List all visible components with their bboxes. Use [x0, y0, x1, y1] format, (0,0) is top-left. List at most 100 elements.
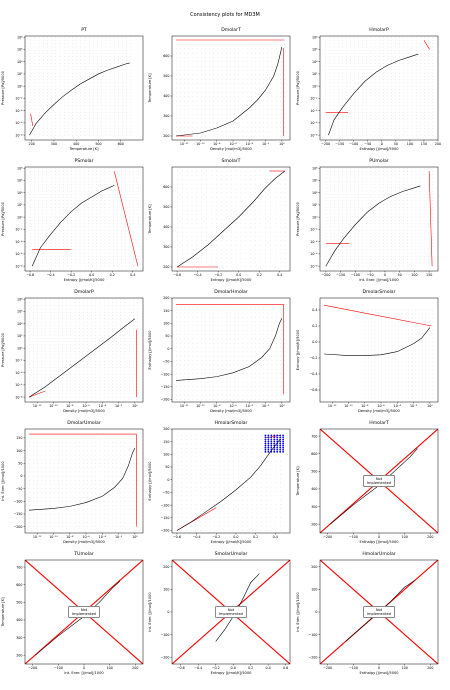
x-tick-label: −0.2: [212, 535, 220, 539]
x-tick-label: 200: [29, 142, 35, 146]
y-tick-label: −200: [308, 655, 317, 659]
saturation-curve: [31, 185, 115, 267]
y-tick-label: 10⁻⁸: [310, 264, 318, 268]
saturation-curve: [28, 318, 136, 398]
x-tick-label: −0.6: [173, 273, 181, 277]
highlight-point: [282, 440, 285, 443]
x-tick-label: 0.0: [233, 535, 238, 539]
y-tick-label: 0: [20, 474, 22, 478]
x-axis-label: Density [mol/m3]/5000: [210, 147, 252, 151]
plot-DmolarP: DmolarP Density [mol/m3]/5000 Pressure [Pa…: [1, 290, 144, 413]
y-tick-label: −100: [308, 633, 317, 637]
x-tick-label: 0: [83, 666, 85, 670]
y-axis-label: Entropy [J/mol/K]/5000: [296, 329, 300, 371]
plot-PT: PT Temperature [K] Pressure [Pa]/5000 200 30…: [1, 28, 144, 151]
y-tick-label: 500: [163, 74, 169, 78]
highlight-point: [264, 436, 267, 439]
x-tick-label: −200: [323, 535, 332, 539]
x-tick-label: 10⁻⁴: [99, 404, 107, 408]
y-tick-label: 0: [167, 347, 169, 351]
x-tick-label: 10⁻¹⁰: [49, 404, 58, 408]
x-axis-label: Enthalpy [J/mol]/5000: [359, 671, 399, 675]
x-tick-label: 0.4: [130, 273, 135, 277]
y-tick-label: 10⁸: [17, 35, 23, 39]
highlight-point: [264, 438, 267, 441]
y-tick-label: −150: [160, 385, 169, 389]
plot-canvas: −200 −150 −100 −50 0 50 100 150 200 10⁻⁸ 10⁻⁶ 10⁻⁴ 1…: [310, 35, 441, 146]
y-tick-label: 10⁻⁶: [15, 383, 23, 387]
highlight-point: [282, 446, 285, 449]
y-tick-label: 100: [311, 588, 317, 592]
x-axis-label: Int. Ener. [J/mol]/1000: [359, 278, 399, 282]
x-tick-label: 10⁻²: [410, 404, 418, 408]
x-tick-label: 10⁻¹²: [180, 142, 189, 146]
y-tick-label: 600: [163, 185, 169, 189]
highlight-point: [264, 450, 267, 453]
y-tick-label: 10⁻⁸: [310, 133, 318, 137]
x-tick-label: 0.2: [248, 666, 253, 670]
x-tick-label: 300: [51, 142, 57, 146]
x-tick-label: 150: [421, 142, 427, 146]
x-tick-label: 50: [394, 142, 398, 146]
y-axis-label: Pressure [Pa]/5000: [1, 202, 5, 236]
plot-DmolarT: DmolarT Density [mol/m3]/5000 Temperature …: [148, 28, 291, 151]
highlight-point: [279, 442, 282, 445]
state-point-grid: [30, 37, 132, 136]
plot-title: HmolarT: [369, 421, 389, 426]
x-axis-label: Enthalpy [J/mol]/5000: [359, 147, 399, 151]
x-tick-label: −100: [349, 666, 358, 670]
state-point-grid: [325, 168, 433, 267]
highlight-point: [279, 446, 282, 449]
x-tick-label: 0.0: [89, 273, 94, 277]
x-tick-label: 10⁻⁸: [66, 404, 74, 408]
y-tick-label: 10²: [17, 334, 23, 338]
x-axis-label: Density [mol/m3]/5000: [63, 409, 105, 413]
y-tick-label: −100: [160, 503, 169, 507]
y-tick-label: 10⁸: [17, 166, 23, 170]
y-tick-label: 50: [18, 461, 22, 465]
x-tick-label: 200: [435, 142, 441, 146]
plot-DmolarUmolar: DmolarUmolar Density [mol/m3]/5000 Int. En…: [1, 421, 144, 544]
plot-title: DmolarT: [221, 28, 241, 33]
highlight-point: [276, 450, 279, 453]
plot-canvas: −200 −150 −100 −50 0 50 100 150 10⁻⁸ 10⁻⁶ 10⁻⁴ 10⁻²…: [310, 166, 439, 277]
y-tick-label: 200: [163, 565, 169, 569]
highlight-point: [282, 436, 285, 439]
x-tick-label: 10⁻¹⁰: [49, 535, 58, 539]
y-tick-label: −200: [13, 525, 22, 529]
plot-canvas: 10⁻¹² 10⁻¹⁰ 10⁻⁸ 10⁻⁶ 10⁻⁴ 10⁻² 10⁰ −200 −150 −10…: [13, 428, 144, 539]
x-axis-label: Density [mol/m3]/5000: [358, 409, 400, 413]
highlight-point: [276, 436, 279, 439]
y-axis-label: Temperature [K]: [148, 73, 152, 103]
y-tick-label: 200: [311, 565, 317, 569]
y-tick-label: 500: [163, 205, 169, 209]
y-tick-label: 200: [311, 522, 317, 526]
saturation-curve: [176, 46, 283, 137]
highlight-point: [270, 434, 273, 437]
plot-title: SmolarUmolar: [214, 552, 248, 557]
plot-TUmolar: TUmolar Int. Ener. [J/mol]/1000 Temperatur…: [1, 552, 144, 675]
x-tick-label: 200: [427, 535, 433, 539]
axes-frame: [171, 428, 291, 534]
y-tick-label: −0.4: [309, 372, 317, 376]
x-tick-label: 500: [95, 142, 101, 146]
reference-line: [30, 113, 34, 126]
highlight-point: [270, 446, 273, 449]
plot-title: HmolarP: [369, 28, 389, 33]
x-tick-label: 0.0: [231, 666, 236, 670]
saturation-curve: [325, 185, 421, 267]
highlight-point: [273, 434, 276, 437]
y-tick-label: −0.2: [309, 356, 317, 360]
x-tick-label: 10⁻¹²: [180, 404, 189, 408]
x-tick-label: −150: [335, 142, 344, 146]
x-tick-label: 100: [402, 535, 408, 539]
y-tick-label: 300: [311, 505, 317, 509]
y-axis-label: Enthalpy [J/mol]/5000: [148, 330, 152, 370]
reference-line: [324, 304, 432, 327]
x-tick-label: 10⁻¹⁰: [344, 404, 353, 408]
y-tick-label: 150: [163, 309, 169, 313]
plot-SmolarUmolar: SmolarUmolar Entropy [J/mol/K]/5000 Int. E…: [148, 552, 291, 675]
highlight-point: [279, 444, 282, 447]
highlight-point: [264, 442, 267, 445]
x-tick-label: 10⁻⁴: [99, 535, 107, 539]
